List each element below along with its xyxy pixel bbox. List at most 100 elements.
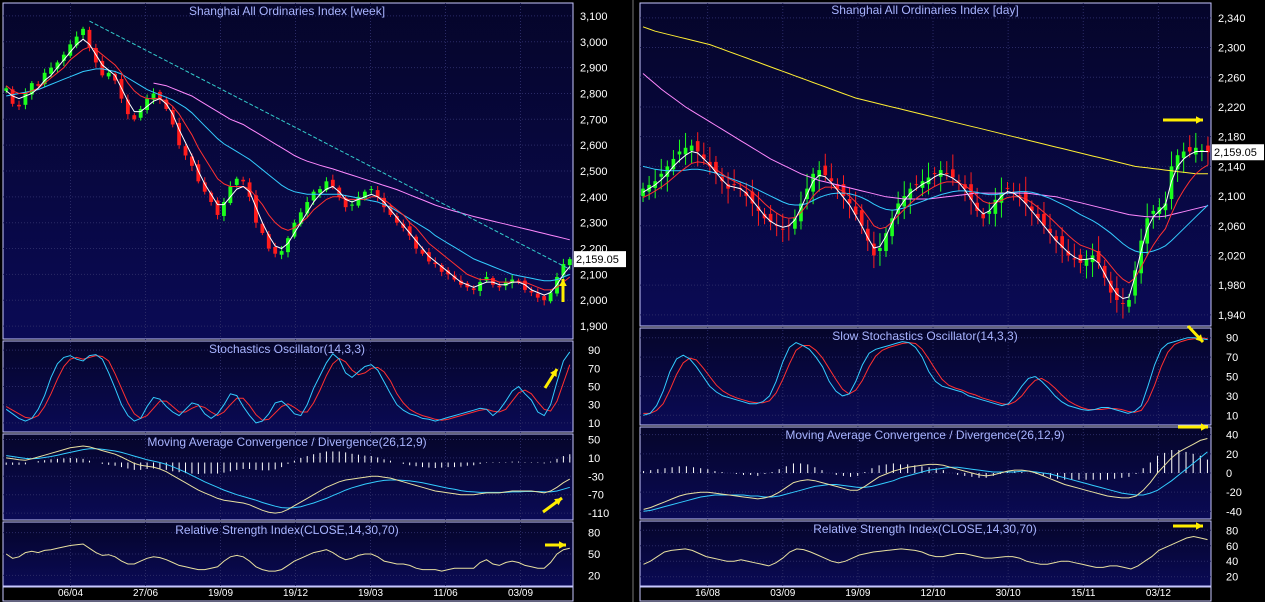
daily-ma-slow-line: [642, 165, 1209, 253]
weekly-ma-mid-line: [5, 46, 571, 291]
daily-price-title: Shanghai All Ordinaries Index [day]: [831, 3, 1018, 17]
weekly-price-tick-label: 2,700: [580, 114, 608, 126]
weekly-candle-body: [394, 215, 399, 223]
daily-candle-body: [1072, 258, 1077, 260]
weekly-stoch-tick-label: 50: [588, 382, 600, 394]
weekly-stoch-tick-label: 90: [588, 345, 600, 357]
daily-candle-body: [1023, 191, 1028, 204]
daily-macd-arrow-head: [1201, 423, 1208, 431]
daily-candle-body: [1133, 270, 1137, 296]
daily-macd-macd-line: [643, 438, 1208, 510]
weekly-candle-body: [503, 282, 508, 286]
weekly-stoch-tick-label: 10: [588, 418, 600, 430]
weekly-candle-body: [420, 249, 425, 254]
daily-last-price-tag: [1212, 144, 1264, 161]
weekly-ma-long-line: [153, 82, 570, 241]
daily-candle-body: [671, 158, 676, 170]
daily-candle-body: [1108, 280, 1113, 293]
daily-candle-body: [683, 147, 688, 155]
weekly-macd-tick-label: -110: [588, 508, 609, 520]
daily-rsi-arrow-head: [1196, 522, 1203, 530]
daily-candle-body: [914, 184, 919, 186]
weekly-candle-body: [471, 288, 476, 290]
weekly-macd-panel: [2, 433, 574, 521]
weekly-candle-body: [87, 29, 92, 47]
weekly-x-tick-label: 19/09: [208, 588, 233, 599]
weekly-price-tick-label: 2,300: [580, 218, 608, 230]
weekly-candle-body: [106, 72, 111, 77]
daily-price-tick-label: 2,180: [1218, 132, 1246, 144]
daily-candle-body: [859, 210, 864, 226]
daily-candle-body: [701, 154, 706, 159]
daily-candle-body: [1127, 300, 1131, 307]
weekly-candle-body: [330, 179, 335, 187]
daily-candle-body: [853, 206, 858, 215]
daily-candle-body: [841, 184, 846, 197]
daily-candle-body: [1084, 259, 1089, 266]
weekly-price-tick-label: 2,800: [580, 88, 608, 100]
daily-candle-body: [756, 206, 761, 211]
daily-stoch-tick-label: 30: [1226, 391, 1238, 403]
daily-candle-body: [872, 243, 876, 256]
daily-candle-body: [1121, 302, 1125, 304]
weekly-candle-body: [497, 285, 502, 288]
daily-candle-body: [665, 166, 670, 177]
daily-candle-body: [823, 165, 828, 176]
weekly-candle-body: [209, 192, 214, 203]
weekly-candle-body: [132, 115, 137, 120]
daily-ma-fast-line: [642, 150, 1208, 300]
weekly-price-tick-label: 2,600: [580, 140, 608, 152]
weekly-candle-body: [510, 279, 515, 284]
daily-candle-body: [732, 184, 736, 186]
weekly-price-tick-label: 3,000: [580, 37, 608, 49]
weekly-candle-body: [29, 83, 34, 95]
weekly-stoch-d-line: [5, 355, 571, 421]
daily-price-tick-label: 2,060: [1218, 221, 1246, 233]
weekly-candle-body: [548, 292, 553, 302]
daily-macd-title: Moving Average Convergence / Divergence(…: [785, 428, 1064, 442]
weekly-rsi-tick-label: 20: [588, 570, 600, 582]
weekly-candle-body: [74, 36, 79, 46]
daily-candle-body: [1163, 203, 1168, 211]
weekly-candle-body: [484, 276, 489, 281]
daily-price-tick-label: 2,260: [1218, 72, 1246, 84]
daily-candle-body: [1096, 251, 1101, 263]
weekly-candle-body: [318, 189, 322, 193]
daily-candle-body: [1066, 251, 1071, 256]
daily-candle-body: [750, 191, 755, 204]
weekly-price-tick-label: 2,400: [580, 192, 608, 204]
weekly-stoch-tick-label: 70: [588, 363, 600, 375]
daily-candle-body: [1187, 147, 1192, 152]
weekly-candle-body: [100, 60, 105, 76]
daily-candle-body: [865, 228, 870, 241]
daily-price-tick-label: 2,220: [1218, 102, 1246, 114]
weekly-price-tick-label: 1,900: [580, 321, 608, 333]
weekly-candle-body: [55, 62, 60, 69]
daily-candle-body: [1181, 151, 1186, 159]
weekly-candle-body: [61, 54, 66, 61]
daily-rsi-tick-label: 40: [1226, 556, 1238, 568]
weekly-candle-body: [459, 280, 463, 285]
daily-candle-body: [768, 213, 773, 223]
weekly-candle-body: [273, 246, 278, 254]
weekly-candle-body: [369, 189, 374, 191]
weekly-candle-body: [234, 178, 239, 185]
daily-candle-body: [999, 192, 1004, 203]
weekly-candle-body: [17, 104, 21, 107]
daily-candle-body: [932, 173, 937, 175]
daily-candle-body: [975, 202, 979, 211]
weekly-candle-body: [151, 93, 156, 100]
weekly-x-tick-label: 19/03: [358, 588, 383, 599]
weekly-price-tick-label: 2,100: [580, 269, 608, 281]
daily-stoch-k-line: [643, 337, 1208, 416]
weekly-candle-body: [279, 251, 284, 255]
daily-stoch-tick-label: 70: [1226, 352, 1238, 364]
weekly-x-tick-label: 11/06: [433, 588, 458, 599]
daily-stoch-arrow-head: [1195, 334, 1203, 342]
daily-stoch-d-line: [643, 337, 1208, 414]
daily-x-tick-label: 19/09: [845, 588, 870, 599]
weekly-rsi-tick-label: 80: [588, 528, 600, 540]
weekly-candle-body: [125, 99, 130, 115]
daily-candle-body: [957, 180, 961, 182]
